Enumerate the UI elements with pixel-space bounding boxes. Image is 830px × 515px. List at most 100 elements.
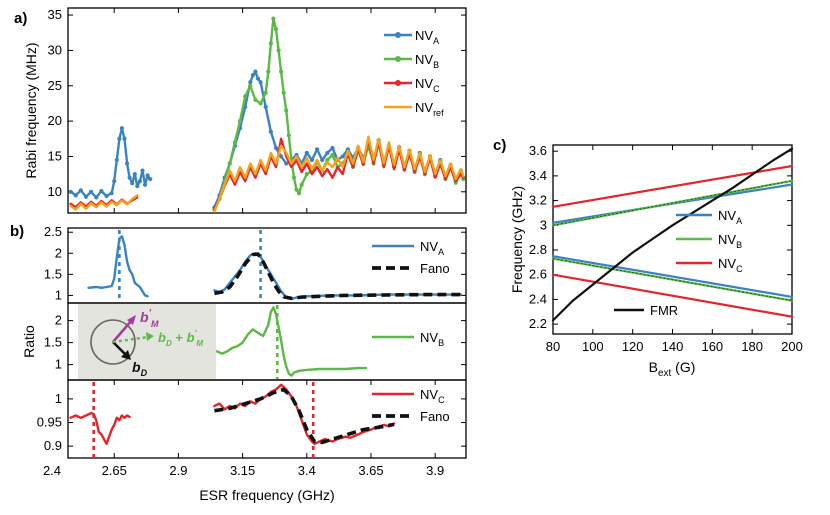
- y-tick-label: 3.6: [529, 143, 547, 158]
- series-line-Fano: [214, 387, 395, 445]
- data-point-NVA: [325, 150, 330, 156]
- x-tick-label: 3.15: [230, 463, 255, 478]
- series-line-NVA: [213, 252, 463, 300]
- data-point-NVB: [248, 83, 253, 88]
- data-point-NVA: [127, 175, 132, 180]
- data-point-NVA: [309, 157, 315, 163]
- data-point-NVB: [294, 187, 299, 192]
- y-tick-label: 15: [48, 148, 62, 163]
- data-point-NVA: [117, 136, 122, 141]
- y-tick-label: 2.5: [44, 224, 62, 239]
- data-point-NVA: [68, 189, 73, 194]
- data-point-NVB: [291, 175, 297, 180]
- y-tick-label: 0.95: [37, 415, 62, 430]
- data-point-NVA: [94, 195, 99, 200]
- y-tick-label: 1.5: [44, 335, 62, 350]
- data-point-NVA: [304, 150, 309, 156]
- data-point-NVB: [299, 182, 304, 187]
- y-tick-label: 2: [55, 313, 62, 328]
- data-point-NVB: [268, 41, 273, 46]
- data-point-NVA: [104, 193, 109, 199]
- data-point-NVA: [112, 179, 117, 184]
- data-point-NVA: [99, 188, 104, 194]
- x-tick-label: 2.9: [169, 463, 187, 478]
- series-line-FMR: [551, 147, 794, 322]
- legend-label: Fano: [420, 261, 450, 276]
- x-axis-label: ESR frequency (GHz): [199, 487, 334, 503]
- panel-label-a: a): [14, 10, 27, 27]
- data-point-NVA: [248, 80, 253, 85]
- x-tick-label: 100: [582, 339, 604, 354]
- x-tick-label: 180: [741, 339, 763, 354]
- series-line-Fano: [214, 252, 461, 301]
- x-tick-label: 80: [546, 339, 560, 354]
- series-line-NVC: [213, 383, 396, 445]
- y-axis-label: Ratio: [21, 325, 37, 358]
- bD-arrowhead: [121, 350, 131, 360]
- y-tick-label: 1: [55, 391, 62, 406]
- data-point-NVA: [255, 76, 261, 81]
- panel-b-middle: 1 1.5 2 NVB Ratio: [21, 302, 467, 381]
- data-point-NVB: [271, 16, 276, 21]
- y-tick-label: 2.8: [529, 242, 547, 257]
- data-point-NVA: [109, 191, 114, 196]
- bM-arrowhead: [127, 315, 136, 325]
- data-point-NVA: [73, 193, 78, 198]
- data-point-NVB: [304, 172, 309, 177]
- data-point-NVB: [281, 90, 286, 95]
- panel-b-bottom: 0.9 0.95 1 2.4 2.65 2.9 3.15 3.4 3.65 3.9 NVC Fano E…: [37, 379, 467, 503]
- panel-label-b: b): [10, 223, 24, 240]
- series-line-NVC: [551, 164, 794, 208]
- x-tick-label: 3.4: [298, 463, 316, 478]
- y-tick-label: 35: [48, 7, 62, 22]
- vector-inset: b'M bD bD + b'M: [78, 304, 216, 379]
- series-line-NVref: [213, 135, 465, 213]
- data-point-NVB: [276, 48, 281, 53]
- series-line-NVA: [87, 235, 149, 298]
- data-point-NVB: [232, 140, 238, 145]
- series-center-dots-NVB: [552, 258, 793, 302]
- y-tick-label: 2.2: [529, 316, 547, 331]
- x-tick-label: 120: [622, 339, 644, 354]
- data-point-NVA: [130, 181, 135, 186]
- legend-label: NVA: [420, 239, 444, 257]
- data-point-NVA: [83, 194, 89, 199]
- data-point-NVA: [145, 173, 150, 178]
- data-point-NVA: [253, 69, 258, 74]
- legend-label: NVref: [415, 100, 444, 118]
- data-point-NVB: [227, 161, 232, 166]
- legend-label: FMR: [650, 303, 678, 318]
- data-point-NVA: [284, 161, 289, 166]
- legend-label: NVC: [420, 387, 445, 405]
- bD-label: bD: [132, 359, 148, 378]
- data-point-NVA: [114, 157, 119, 163]
- inset-circle: [90, 319, 136, 365]
- data-point-NVB: [330, 152, 335, 158]
- sum-arrowhead: [146, 332, 154, 341]
- y-tick-label: 2.4: [529, 291, 547, 306]
- data-point-NVA: [132, 172, 137, 177]
- data-point-NVA: [314, 147, 320, 152]
- data-point-NVB: [286, 133, 291, 138]
- y-tick-label: 2: [55, 245, 62, 260]
- legend-label: NVC: [718, 256, 743, 274]
- series-line-NVC: [551, 273, 794, 318]
- data-point-NVA: [263, 104, 268, 110]
- y-tick-label: 25: [48, 78, 62, 93]
- data-point-NVA: [142, 182, 148, 187]
- sum-label: bD + b'M: [158, 329, 203, 348]
- panel-label-c: c): [493, 137, 506, 154]
- x-tick-label: 3.65: [358, 463, 383, 478]
- data-point-NVA: [148, 176, 153, 182]
- data-point-NVA: [135, 184, 140, 189]
- data-point-NVA: [330, 145, 335, 151]
- inset-background: [78, 304, 216, 379]
- data-point-NVA: [124, 161, 130, 166]
- panel-b-top: 1 1.5 2 2.5 NVA Fano: [44, 224, 467, 304]
- y-tick-label: 0.9: [44, 438, 62, 453]
- x-tick-label: 140: [662, 339, 684, 354]
- plot-frame: [67, 379, 467, 459]
- data-point-NVA: [89, 189, 94, 194]
- data-point-NVB: [263, 90, 268, 95]
- legend-label: NVC: [415, 76, 440, 94]
